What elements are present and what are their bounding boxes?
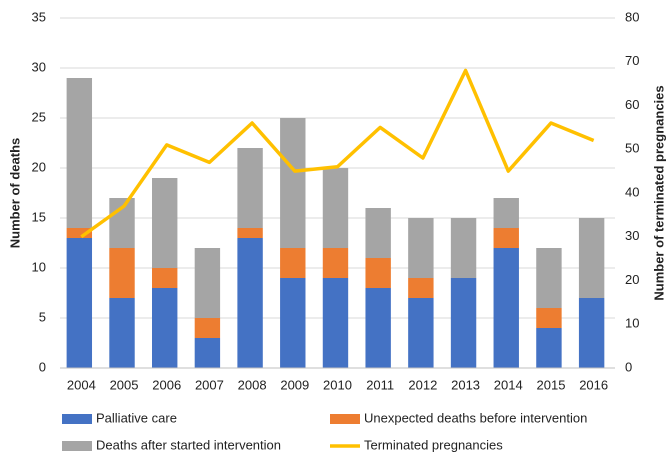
x-tick-label: 2007 xyxy=(195,377,224,392)
x-tick-label: 2010 xyxy=(323,377,352,392)
y2-tick-label: 20 xyxy=(625,272,639,287)
bar-segment xyxy=(365,258,391,288)
bar-segment xyxy=(66,228,93,238)
x-tick-label: 2008 xyxy=(238,377,267,392)
legend-label: Deaths after started intervention xyxy=(96,437,281,452)
x-tick-label: 2013 xyxy=(451,377,480,392)
y-tick-label: 15 xyxy=(32,209,46,224)
bar-segment xyxy=(322,168,349,248)
bar-segment xyxy=(536,328,562,368)
y2-tick-label: 50 xyxy=(625,141,639,156)
bar-segment xyxy=(322,278,349,368)
bar-segment xyxy=(152,268,178,288)
x-tick-label: 2016 xyxy=(579,377,608,392)
bar-segment xyxy=(152,288,178,368)
bar-segment xyxy=(66,78,93,228)
bar-segment xyxy=(109,248,135,298)
y-tick-label: 35 xyxy=(32,9,46,24)
bar-segment xyxy=(66,238,93,368)
bar-segment xyxy=(322,248,349,278)
x-tick-label: 2004 xyxy=(67,377,96,392)
y2-tick-label: 80 xyxy=(625,9,639,24)
bar-segment xyxy=(578,298,605,368)
y2-axis-title: Number of terminated pregnancies xyxy=(651,85,666,300)
x-tick-label: 2012 xyxy=(408,377,437,392)
bar-segment xyxy=(237,148,263,228)
y2-tick-label: 60 xyxy=(625,97,639,112)
x-tick-label: 2009 xyxy=(280,377,309,392)
legend-swatch xyxy=(62,414,92,424)
bar-segment xyxy=(493,248,519,368)
y-tick-label: 0 xyxy=(39,359,46,374)
x-tick-label: 2015 xyxy=(537,377,566,392)
y-tick-label: 5 xyxy=(39,309,46,324)
bar-segment xyxy=(194,318,221,338)
legend-swatch xyxy=(62,441,92,451)
x-tick-label: 2014 xyxy=(494,377,523,392)
y-tick-label: 30 xyxy=(32,59,46,74)
bar-segment xyxy=(493,198,519,228)
bar-segment xyxy=(536,308,562,328)
bar-segment xyxy=(408,218,434,278)
bar-segment xyxy=(365,208,391,258)
y-tick-label: 20 xyxy=(32,159,46,174)
y2-tick-label: 40 xyxy=(625,184,639,199)
bar-segment xyxy=(578,218,605,298)
bar-segment xyxy=(408,278,434,298)
legend-label: Terminated pregnancies xyxy=(364,437,503,452)
y-axis-title: Number of deaths xyxy=(7,138,22,249)
bar-segment xyxy=(450,278,477,368)
y-tick-label: 25 xyxy=(32,109,46,124)
bar-segment xyxy=(152,178,178,268)
bar-segment xyxy=(280,118,306,248)
y-tick-label: 10 xyxy=(32,259,46,274)
x-tick-label: 2005 xyxy=(110,377,139,392)
bar-segment xyxy=(408,298,434,368)
bar-segment xyxy=(237,228,263,238)
x-tick-label: 2011 xyxy=(366,377,394,392)
y2-tick-label: 10 xyxy=(625,316,639,331)
x-tick-label: 2006 xyxy=(152,377,181,392)
y2-tick-label: 30 xyxy=(625,228,639,243)
line xyxy=(80,68,595,239)
bar-segment xyxy=(536,248,562,308)
bar-segment xyxy=(280,248,306,278)
y2-tick-label: 0 xyxy=(625,359,632,374)
bar-segment xyxy=(237,238,263,368)
bar-segment xyxy=(109,298,135,368)
bar-segment xyxy=(450,218,477,278)
bar-segment xyxy=(194,338,221,368)
bar-segment xyxy=(365,288,391,368)
bar-segment xyxy=(194,248,221,318)
legend-label: Palliative care xyxy=(96,410,177,425)
bar-segment xyxy=(493,228,519,248)
bar-segment xyxy=(280,278,306,368)
legend-label: Unexpected deaths before intervention xyxy=(364,410,587,425)
legend-swatch xyxy=(330,414,360,424)
y2-tick-label: 70 xyxy=(625,53,639,68)
